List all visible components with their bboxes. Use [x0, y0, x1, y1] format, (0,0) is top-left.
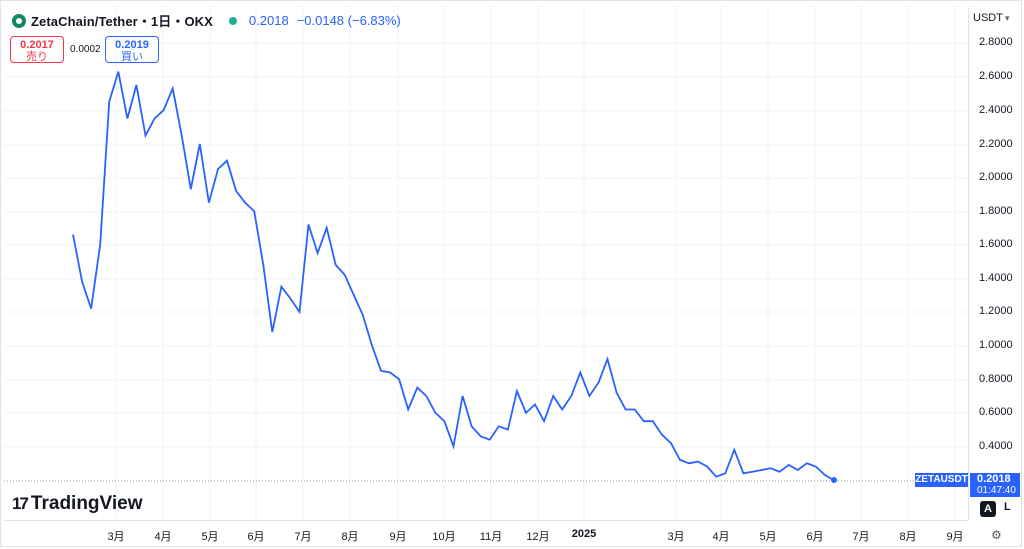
log-scale-button[interactable]: L	[1004, 501, 1011, 513]
time-tick-label: 8月	[899, 531, 917, 543]
price-tick-label: 1.0000	[979, 339, 1013, 351]
sell-label: 売り	[26, 51, 48, 63]
currency-label: USDT	[973, 12, 1003, 24]
time-tick-label: 3月	[667, 531, 685, 543]
price-tick-label: 0.6000	[979, 406, 1013, 418]
last-price-value: 0.2018	[977, 473, 1011, 485]
time-tick-label: 6月	[806, 531, 824, 543]
price-tick-label: 1.6000	[979, 238, 1013, 250]
market-status-icon	[228, 16, 237, 25]
price-tick-label: 2.0000	[979, 171, 1013, 183]
buy-price: 0.2019	[115, 39, 149, 51]
price-tick-label: 2.8000	[979, 36, 1013, 48]
buy-label: 買い	[121, 51, 143, 63]
buy-button[interactable]: 0.2019 買い	[105, 36, 159, 63]
price-tick-label: 1.4000	[979, 272, 1013, 284]
chart-pane[interactable]	[4, 7, 968, 520]
price-tick-label: 0.4000	[979, 440, 1013, 452]
time-tick-label: 5月	[759, 531, 777, 543]
last-price-tag: 0.2018 01:47:40	[970, 473, 1020, 497]
auto-scale-button[interactable]: A	[980, 501, 996, 517]
time-tick-label: 7月	[852, 531, 870, 543]
time-tick-label: 6月	[247, 531, 265, 543]
price-series-line	[72, 71, 835, 481]
price-tick-label: 1.2000	[979, 305, 1013, 317]
last-price-point	[831, 477, 837, 484]
tradingview-logo[interactable]: 17 TradingView	[12, 493, 143, 515]
header-price-change: −0.0148 (−6.83%)	[296, 13, 401, 28]
time-tick-label: 11月	[479, 531, 503, 543]
time-tick-label: 10月	[432, 531, 456, 543]
zetachain-logo-icon	[12, 13, 26, 28]
price-chart-svg[interactable]	[4, 7, 968, 520]
price-tick-label: 2.6000	[979, 70, 1013, 82]
time-tick-label: 4月	[154, 531, 172, 543]
chevron-down-icon: ▾	[1004, 13, 1010, 23]
time-tick-label: 9月	[389, 531, 407, 543]
price-tick-label: 0.8000	[979, 373, 1013, 385]
spread-value: 0.0002	[70, 44, 101, 55]
time-tick-label: 5月	[201, 531, 219, 543]
time-axis[interactable]	[4, 520, 968, 549]
time-tick-label: 9月	[946, 531, 964, 543]
price-axis[interactable]	[968, 7, 1024, 520]
time-tick-label: 4月	[712, 531, 730, 543]
sell-price: 0.2017	[20, 39, 54, 51]
price-tick-label: 2.4000	[979, 104, 1013, 116]
tradingview-mark-icon: 17	[12, 494, 29, 513]
chart-grid	[4, 7, 968, 520]
tradingview-logo-text: TradingView	[30, 493, 143, 514]
time-tick-label: 8月	[341, 531, 359, 543]
symbol-title[interactable]: ZetaChain/Tether・1日・OKX	[31, 14, 213, 29]
symbol-price-label: ZETAUSDT	[915, 473, 968, 487]
currency-button[interactable]: USDT ▾	[973, 12, 1009, 24]
gear-icon[interactable]: ⚙	[991, 528, 1002, 542]
time-tick-label: 12月	[526, 531, 550, 543]
time-tick-label: 3月	[107, 531, 125, 543]
time-tick-label: 2025	[571, 528, 597, 540]
time-tick-label: 7月	[294, 531, 312, 543]
sell-button[interactable]: 0.2017 売り	[10, 36, 64, 63]
bar-countdown: 01:47:40	[977, 485, 1016, 496]
price-tick-label: 1.8000	[979, 205, 1013, 217]
header-last-price: 0.2018	[248, 13, 289, 28]
symbol-header[interactable]: ZetaChain/Tether・1日・OKX 0.2018 −0.0148 (…	[12, 11, 401, 30]
price-tick-label: 2.2000	[979, 138, 1013, 150]
